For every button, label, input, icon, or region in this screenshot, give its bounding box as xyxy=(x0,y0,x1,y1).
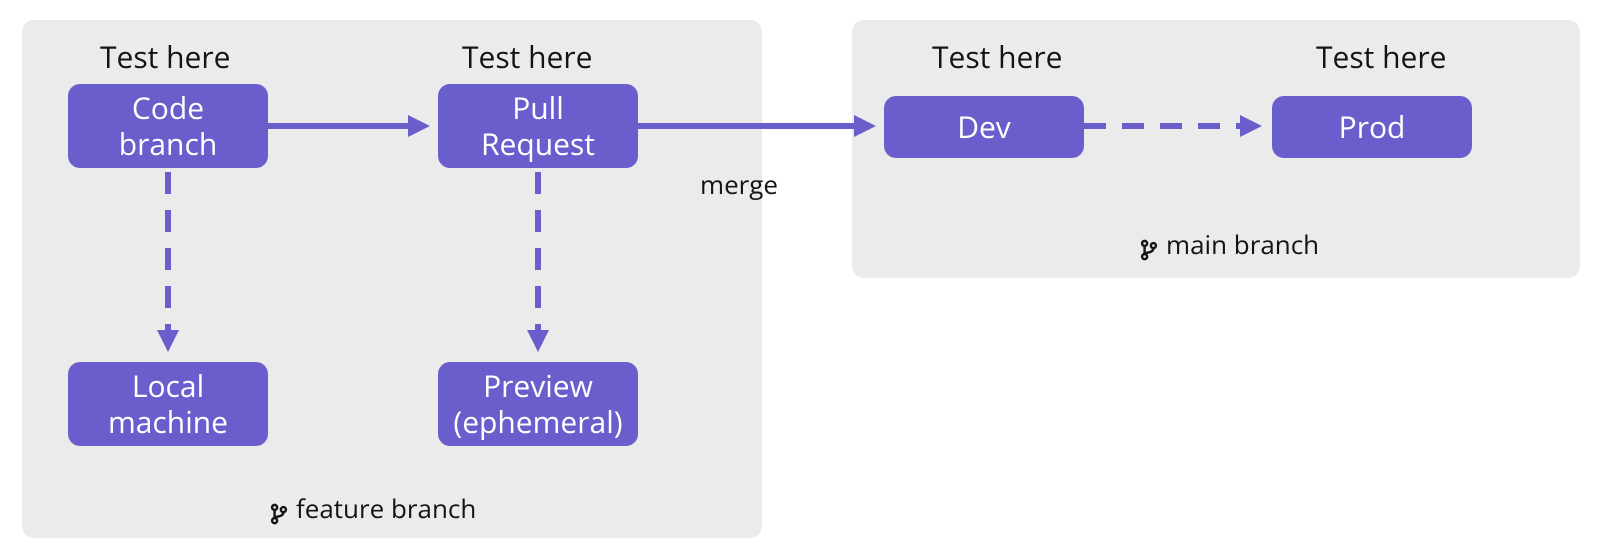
test-here-label: Test here xyxy=(100,36,231,77)
test-here-label: Test here xyxy=(462,36,593,77)
local-machine-node: Local machine xyxy=(68,362,268,446)
dev-node: Dev xyxy=(884,96,1084,158)
feature-branch-caption: feature branch xyxy=(270,490,476,526)
prod-node: Prod xyxy=(1272,96,1472,158)
main-branch-caption: main branch xyxy=(1140,226,1319,262)
caption-text: main branch xyxy=(1166,226,1319,262)
test-here-label: Test here xyxy=(1316,36,1447,77)
preview-node: Preview (ephemeral) xyxy=(438,362,638,446)
caption-text: feature branch xyxy=(296,490,476,526)
pull-request-node: Pull Request xyxy=(438,84,638,168)
git-branch-icon xyxy=(270,497,288,519)
git-branch-icon xyxy=(1140,233,1158,255)
test-here-label: Test here xyxy=(932,36,1063,77)
merge-edge-label: merge xyxy=(700,166,778,202)
code-branch-node: Code branch xyxy=(68,84,268,168)
